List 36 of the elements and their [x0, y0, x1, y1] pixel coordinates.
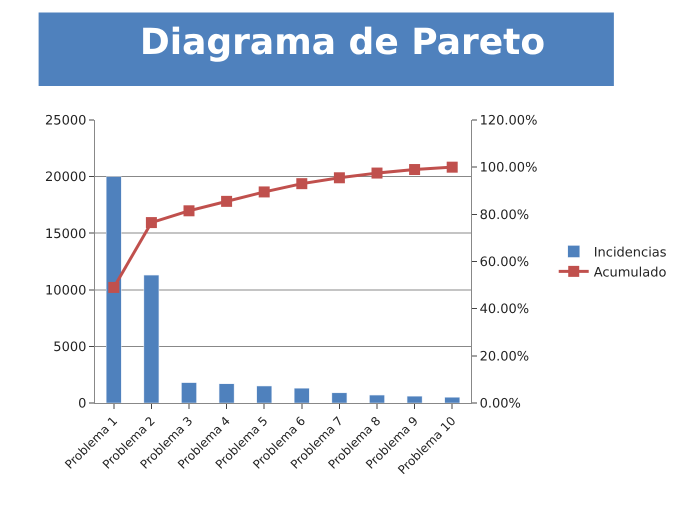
point: [258, 186, 270, 198]
bar: [218, 384, 234, 403]
chart-title: Diagrama de Pareto: [140, 22, 546, 64]
bar: [369, 394, 385, 403]
y-tick-label: 10000: [45, 283, 86, 298]
y2-tick-label: 40.00%: [480, 302, 530, 318]
y-tick-label: 5000: [53, 340, 86, 355]
point: [108, 282, 120, 293]
point: [334, 172, 345, 184]
y-tick-label: 20000: [45, 170, 86, 186]
bar: [332, 392, 348, 403]
bar: [444, 397, 460, 403]
bar: [256, 386, 272, 403]
y-tick-label: 0: [78, 396, 86, 412]
legend-label: Incidencias: [594, 246, 667, 261]
bar: [106, 176, 122, 403]
point: [184, 205, 194, 216]
y2-tick-label: 20.00%: [480, 349, 530, 364]
bar: [294, 388, 310, 403]
legend-label: Acumulado: [594, 265, 667, 280]
y2-tick-label: 80.00%: [480, 208, 530, 223]
y2-tick-label: 60.00%: [480, 255, 530, 270]
y2-tick-label: 100.00%: [480, 160, 538, 176]
point: [296, 178, 308, 190]
point: [221, 196, 232, 207]
y-tick-label: 15000: [45, 226, 86, 242]
point: [409, 164, 420, 176]
bar: [181, 382, 197, 403]
y2-tick-label: 0.00%: [480, 396, 521, 412]
point: [446, 162, 458, 173]
point: [372, 168, 382, 179]
y2-tick-label: 120.00%: [480, 114, 538, 129]
y-tick-label: 25000: [45, 114, 86, 129]
bar: [406, 396, 422, 403]
point: [146, 217, 157, 228]
bar: [144, 274, 160, 403]
